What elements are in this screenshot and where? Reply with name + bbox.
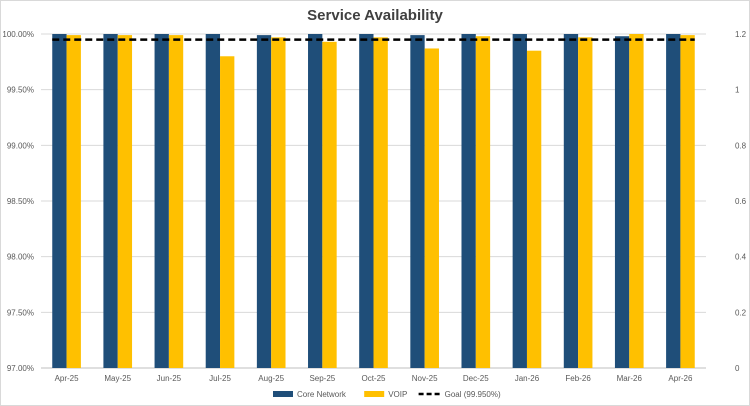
legend-label: Goal (99.950%) [445,390,501,399]
bar-core-network [359,34,374,368]
bar-core-network [154,34,169,368]
legend-label: Core Network [297,390,347,399]
bar-core-network [614,36,630,369]
y2-tick-label: 1.2 [735,30,747,39]
bar-voip [578,37,593,369]
bar-core-network [410,35,425,368]
y-tick-label: 100.00% [2,30,34,39]
x-tick-label: May-25 [104,374,131,383]
bar-voip [373,37,388,369]
bar-voip [66,35,81,368]
y2-tick-label: 0.2 [735,308,747,317]
y-tick-label: 97.00% [7,364,34,373]
bar-core-network [308,34,323,368]
legend-swatch [273,391,293,397]
x-tick-label: Dec-25 [463,374,489,383]
x-tick-label: Jan-26 [515,374,540,383]
x-tick-label: Apr-25 [55,374,80,383]
bar-voip [117,35,133,368]
y-tick-label: 99.50% [7,86,34,95]
bar-core-network [461,34,476,368]
bar-voip [475,36,491,369]
bar-core-network [512,34,527,368]
legend-swatch [364,391,385,397]
bar-core-network [205,34,221,368]
bar-voip [220,56,235,369]
y-tick-label: 97.50% [7,308,34,317]
y2-tick-label: 0 [735,364,740,373]
x-tick-label: Sep-25 [309,374,335,383]
legend-label: VOIP [388,390,407,399]
x-tick-label: Oct-25 [361,374,386,383]
y2-tick-label: 0.6 [735,197,747,206]
bar-voip [424,48,439,369]
bar-voip [168,35,184,368]
bar-voip [629,34,644,368]
x-tick-label: Feb-26 [565,374,591,383]
bar-core-network [52,34,67,368]
x-tick-label: Aug-25 [258,374,284,383]
bar-core-network [256,35,272,368]
y-tick-label: 98.00% [7,253,34,262]
bar-core-network [103,34,118,368]
bar-voip [271,37,286,369]
x-tick-label: Apr-26 [668,374,693,383]
x-tick-label: Nov-25 [412,374,438,383]
y2-tick-label: 0.4 [735,253,747,262]
bar-voip [680,35,695,368]
x-tick-label: Jul-25 [209,374,231,383]
bar-core-network [666,34,681,368]
x-tick-label: Jun-25 [157,374,182,383]
chart-title: Service Availability [307,7,443,24]
y-tick-label: 99.00% [7,141,34,150]
x-tick-label: Mar-26 [617,374,643,383]
y2-tick-label: 0.8 [735,141,747,150]
bar-core-network [563,34,579,368]
y2-tick-label: 1 [735,86,740,95]
y-tick-label: 98.50% [7,197,34,206]
bar-voip [526,50,542,368]
bar-voip [322,41,337,368]
